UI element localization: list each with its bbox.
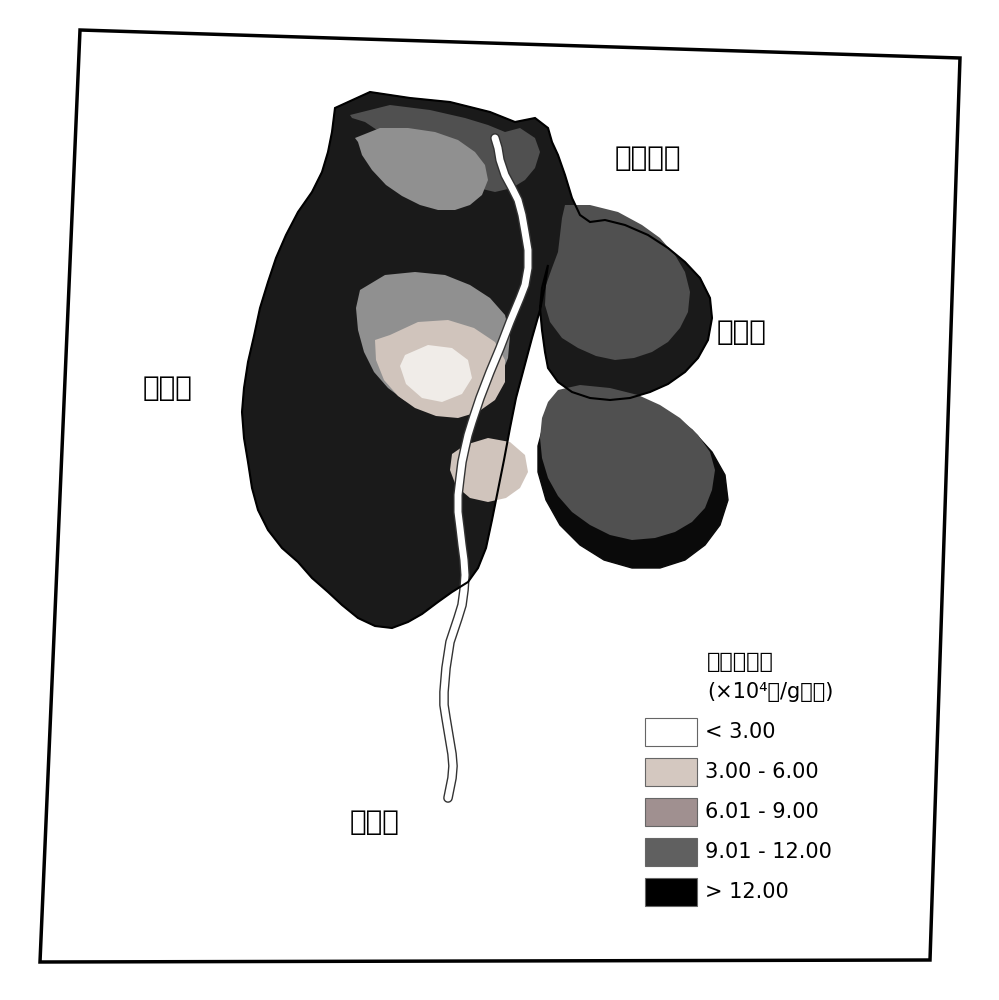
Polygon shape xyxy=(242,92,712,628)
Text: < 3.00: < 3.00 xyxy=(705,722,775,742)
Polygon shape xyxy=(545,205,690,360)
Text: 9.01 - 12.00: 9.01 - 12.00 xyxy=(705,842,832,862)
Text: 3.00 - 6.00: 3.00 - 6.00 xyxy=(705,762,818,782)
FancyBboxPatch shape xyxy=(645,798,697,826)
Polygon shape xyxy=(350,105,540,192)
Text: 大洼县: 大洼县 xyxy=(717,318,767,346)
Polygon shape xyxy=(400,345,472,402)
FancyBboxPatch shape xyxy=(645,838,697,866)
Text: 盘山县: 盘山县 xyxy=(143,374,193,402)
Text: (×10⁴个/g干土): (×10⁴个/g干土) xyxy=(707,682,833,702)
Polygon shape xyxy=(375,320,505,418)
FancyBboxPatch shape xyxy=(645,758,697,786)
Text: 硒化微生物: 硒化微生物 xyxy=(707,652,774,672)
Text: > 12.00: > 12.00 xyxy=(705,882,789,902)
Polygon shape xyxy=(538,390,728,568)
Polygon shape xyxy=(356,272,510,410)
Polygon shape xyxy=(540,385,715,540)
FancyBboxPatch shape xyxy=(645,878,697,906)
Text: 6.01 - 9.00: 6.01 - 9.00 xyxy=(705,802,819,822)
FancyBboxPatch shape xyxy=(645,718,697,746)
Polygon shape xyxy=(355,128,488,210)
Text: 双台子河: 双台子河 xyxy=(614,144,681,172)
Polygon shape xyxy=(450,438,528,502)
Text: 辽东湾: 辽东湾 xyxy=(350,808,400,836)
